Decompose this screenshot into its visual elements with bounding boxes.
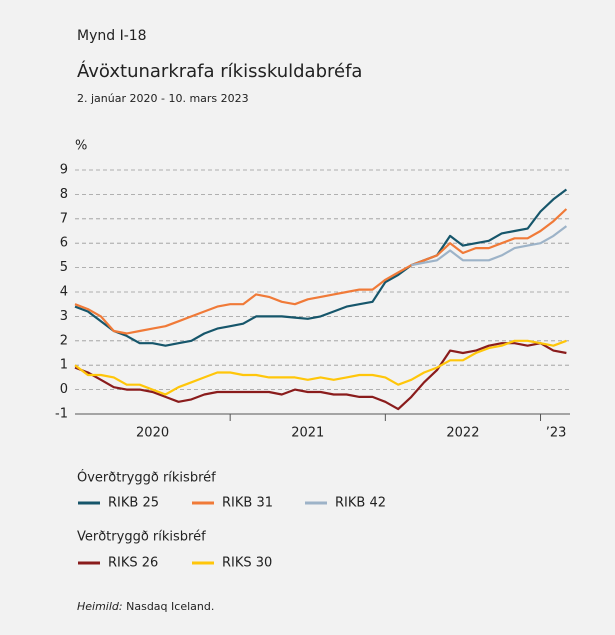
y-tick-label: 7 [60,211,68,226]
y-tick-label: 6 [60,236,68,251]
y-tick-label: 0 [60,382,68,397]
legend-label: RIKB 31 [222,496,273,511]
y-tick-label: 4 [60,285,68,300]
x-tick-label: ’23 [546,426,567,441]
legend-group-title: Óverðtryggð ríkisbréf [77,470,216,486]
series-line [74,188,568,347]
series-line [74,342,567,411]
y-tick-label: 9 [60,163,68,178]
series-line [74,208,568,335]
legend-label: RIKB 42 [335,496,386,511]
y-tick-label: 2 [60,333,68,348]
source: Heimild: Nasdaq Iceland. [77,600,214,613]
x-tick-label: 2021 [291,426,324,441]
source-label: Heimild: [77,600,123,613]
legend-label: RIKS 26 [108,556,158,571]
chart-subtitle: 2. janúar 2020 - 10. mars 2023 [77,92,249,105]
y-tick-label: 3 [60,309,68,324]
series-line [411,225,568,267]
figure-label: Mynd I-18 [77,28,147,44]
x-tick-label: 2020 [136,426,169,441]
legend-label: RIKS 30 [222,556,272,571]
chart-title: Ávöxtunarkrafa ríkisskuldabréfa [77,60,362,82]
y-tick-label: 8 [60,187,68,202]
legend-label: RIKB 25 [108,496,159,511]
y-axis-label: % [75,139,87,154]
source-text: Nasdaq Iceland. [126,600,214,613]
y-tick-label: 1 [60,358,68,373]
y-tick-label: 5 [60,260,68,275]
series-line [74,339,567,396]
x-tick-label: 2022 [446,426,479,441]
legend-group-title: Verðtryggð ríkisbréf [77,530,206,545]
y-tick-label: -1 [55,407,68,422]
